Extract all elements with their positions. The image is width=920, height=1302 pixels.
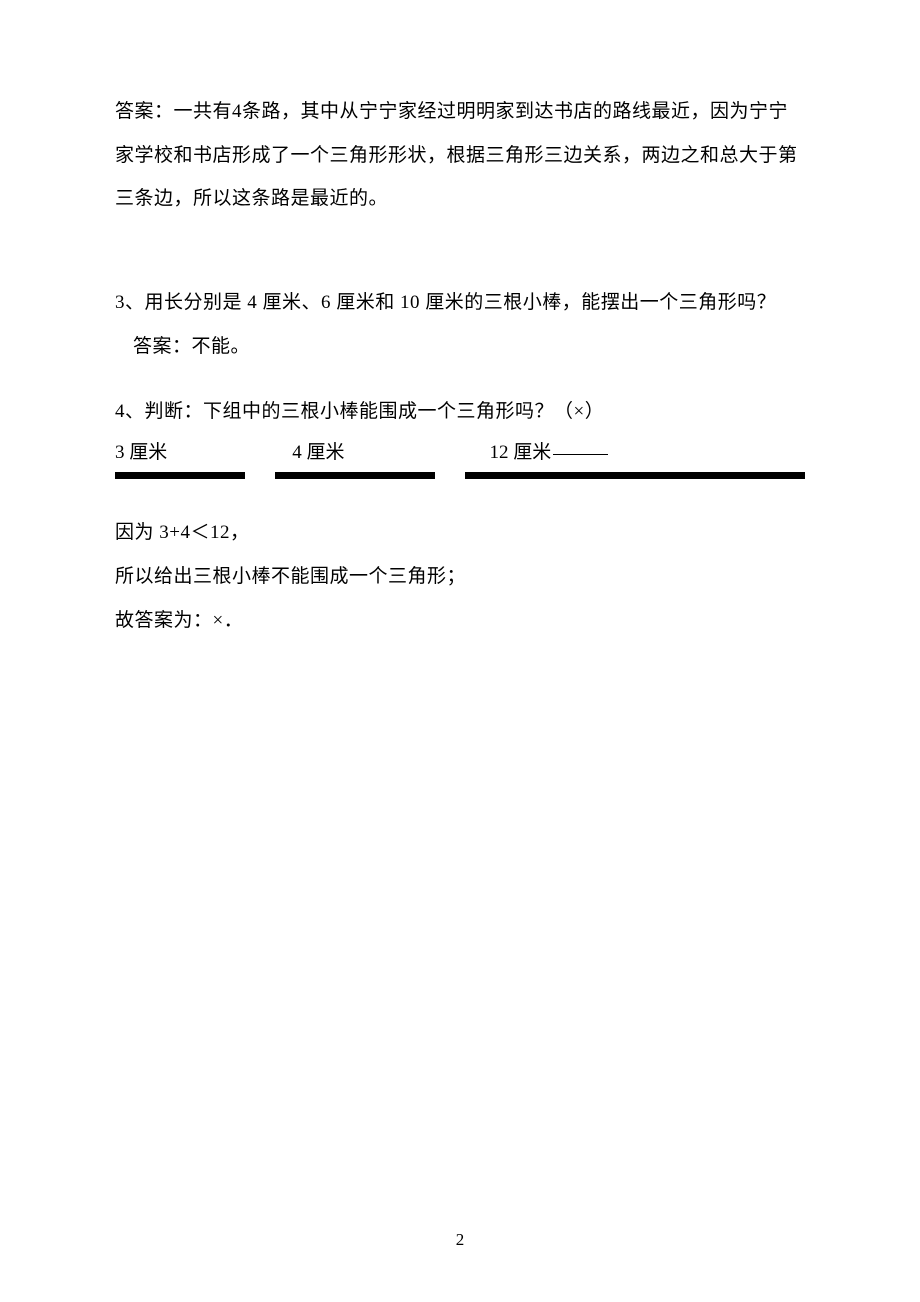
fill-blank-line bbox=[553, 454, 608, 455]
page: 答案：一共有4条路，其中从宁宁家经过明明家到达书店的路线最近，因为宁宁家学校和书… bbox=[0, 0, 920, 1302]
answer-paragraph: 答案：一共有4条路，其中从宁宁家经过明明家到达书店的路线最近，因为宁宁家学校和书… bbox=[115, 90, 805, 221]
stick-c: 12 厘米 bbox=[490, 434, 609, 472]
stick-bar-12cm bbox=[465, 472, 805, 479]
stick-bars-row bbox=[115, 472, 805, 479]
stick-b: 4 厘米 bbox=[292, 434, 344, 472]
page-number: 2 bbox=[0, 1230, 920, 1250]
q3-answer: 答案：不能。 bbox=[115, 325, 805, 369]
q4-question: 4、判断：下组中的三根小棒能围成一个三角形吗？（×） bbox=[115, 390, 805, 434]
stick-a-label: 3 厘米 bbox=[115, 434, 167, 472]
stick-c-text: 12 厘米 bbox=[490, 442, 552, 463]
stick-c-label: 12 厘米 bbox=[490, 434, 609, 472]
q4-reason-1: 因为 3+4＜12， bbox=[115, 511, 805, 555]
q4-reason-3: 故答案为：×． bbox=[115, 599, 805, 643]
stick-labels-row: 3 厘米 4 厘米 12 厘米 bbox=[115, 434, 805, 472]
q4-reason-2: 所以给出三根小棒不能围成一个三角形； bbox=[115, 555, 805, 599]
stick-bar-3cm bbox=[115, 472, 245, 479]
stick-bar-4cm bbox=[275, 472, 435, 479]
spacer bbox=[115, 368, 805, 390]
q3-question: 3、用长分别是 4 厘米、6 厘米和 10 厘米的三根小棒，能摆出一个三角形吗？ bbox=[115, 281, 805, 325]
stick-b-label: 4 厘米 bbox=[292, 434, 344, 472]
spacer bbox=[115, 221, 805, 281]
stick-a: 3 厘米 bbox=[115, 434, 167, 472]
